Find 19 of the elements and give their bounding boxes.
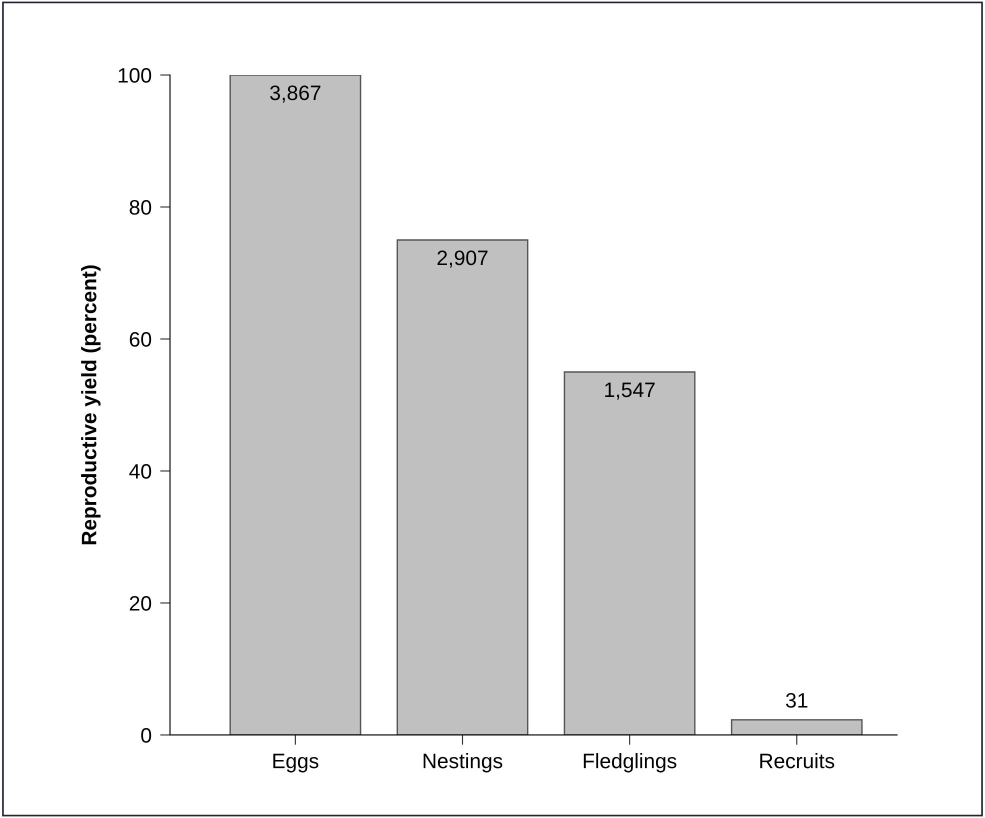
x-tick-label: Eggs: [273, 754, 318, 772]
bar: [564, 371, 696, 735]
bar: [396, 239, 528, 735]
y-tick-label: 80: [130, 200, 152, 215]
x-tick-label: Recruits: [760, 753, 834, 768]
y-axis-title: Reproductive yield (percent): [81, 265, 101, 544]
y-tick-label: 100: [118, 68, 152, 83]
y-tick-label: 60: [130, 332, 152, 347]
annotation: 2,907: [437, 250, 488, 268]
annotation: 3,867: [270, 85, 320, 103]
x-tick-label: Fledglings: [584, 753, 676, 772]
y-tick-label: 0: [141, 728, 152, 743]
y-tick-label: 20: [130, 596, 152, 611]
annotation: 31: [786, 693, 808, 708]
bar: [229, 75, 362, 735]
y-tick-label: 40: [129, 464, 152, 479]
x-tick-label: Nestings: [424, 753, 502, 772]
bar: [730, 719, 863, 735]
annotation: 1,547: [605, 382, 655, 400]
